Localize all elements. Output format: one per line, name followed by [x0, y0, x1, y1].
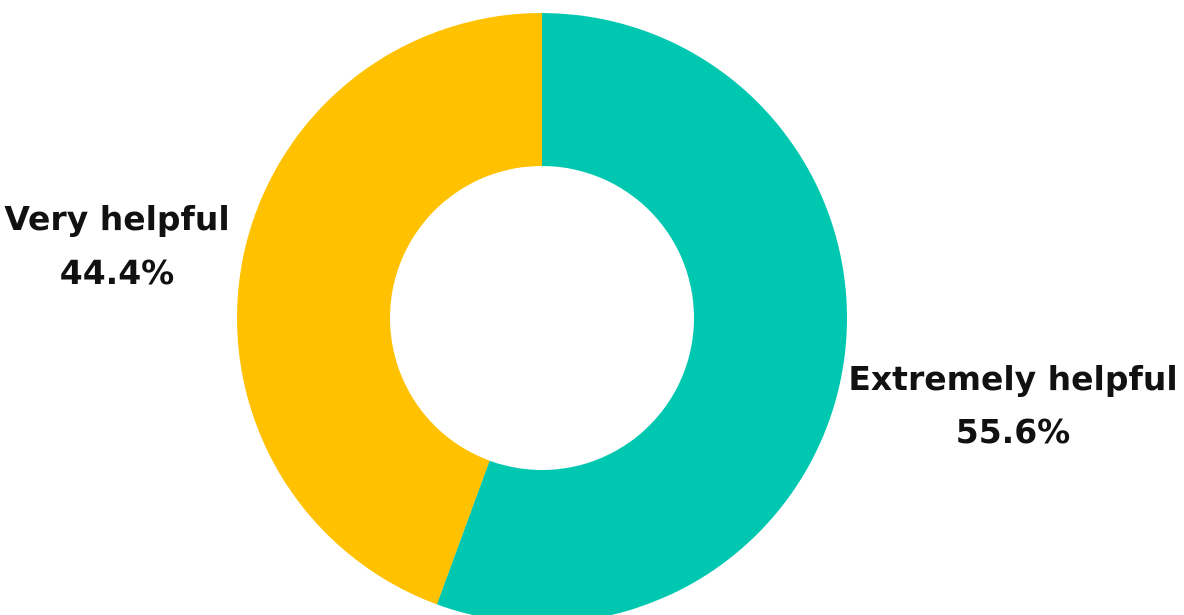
donut-slice-very-helpful — [236, 13, 542, 605]
slice-value-very-helpful: 44.4% — [60, 253, 175, 292]
donut-slice-extremely-helpful — [436, 13, 847, 615]
slice-value-extremely-helpful: 55.6% — [956, 412, 1071, 451]
slice-label-extremely-helpful: Extremely helpful — [848, 359, 1177, 398]
donut-slices — [236, 13, 847, 615]
slice-label-very-helpful: Very helpful — [4, 199, 229, 238]
